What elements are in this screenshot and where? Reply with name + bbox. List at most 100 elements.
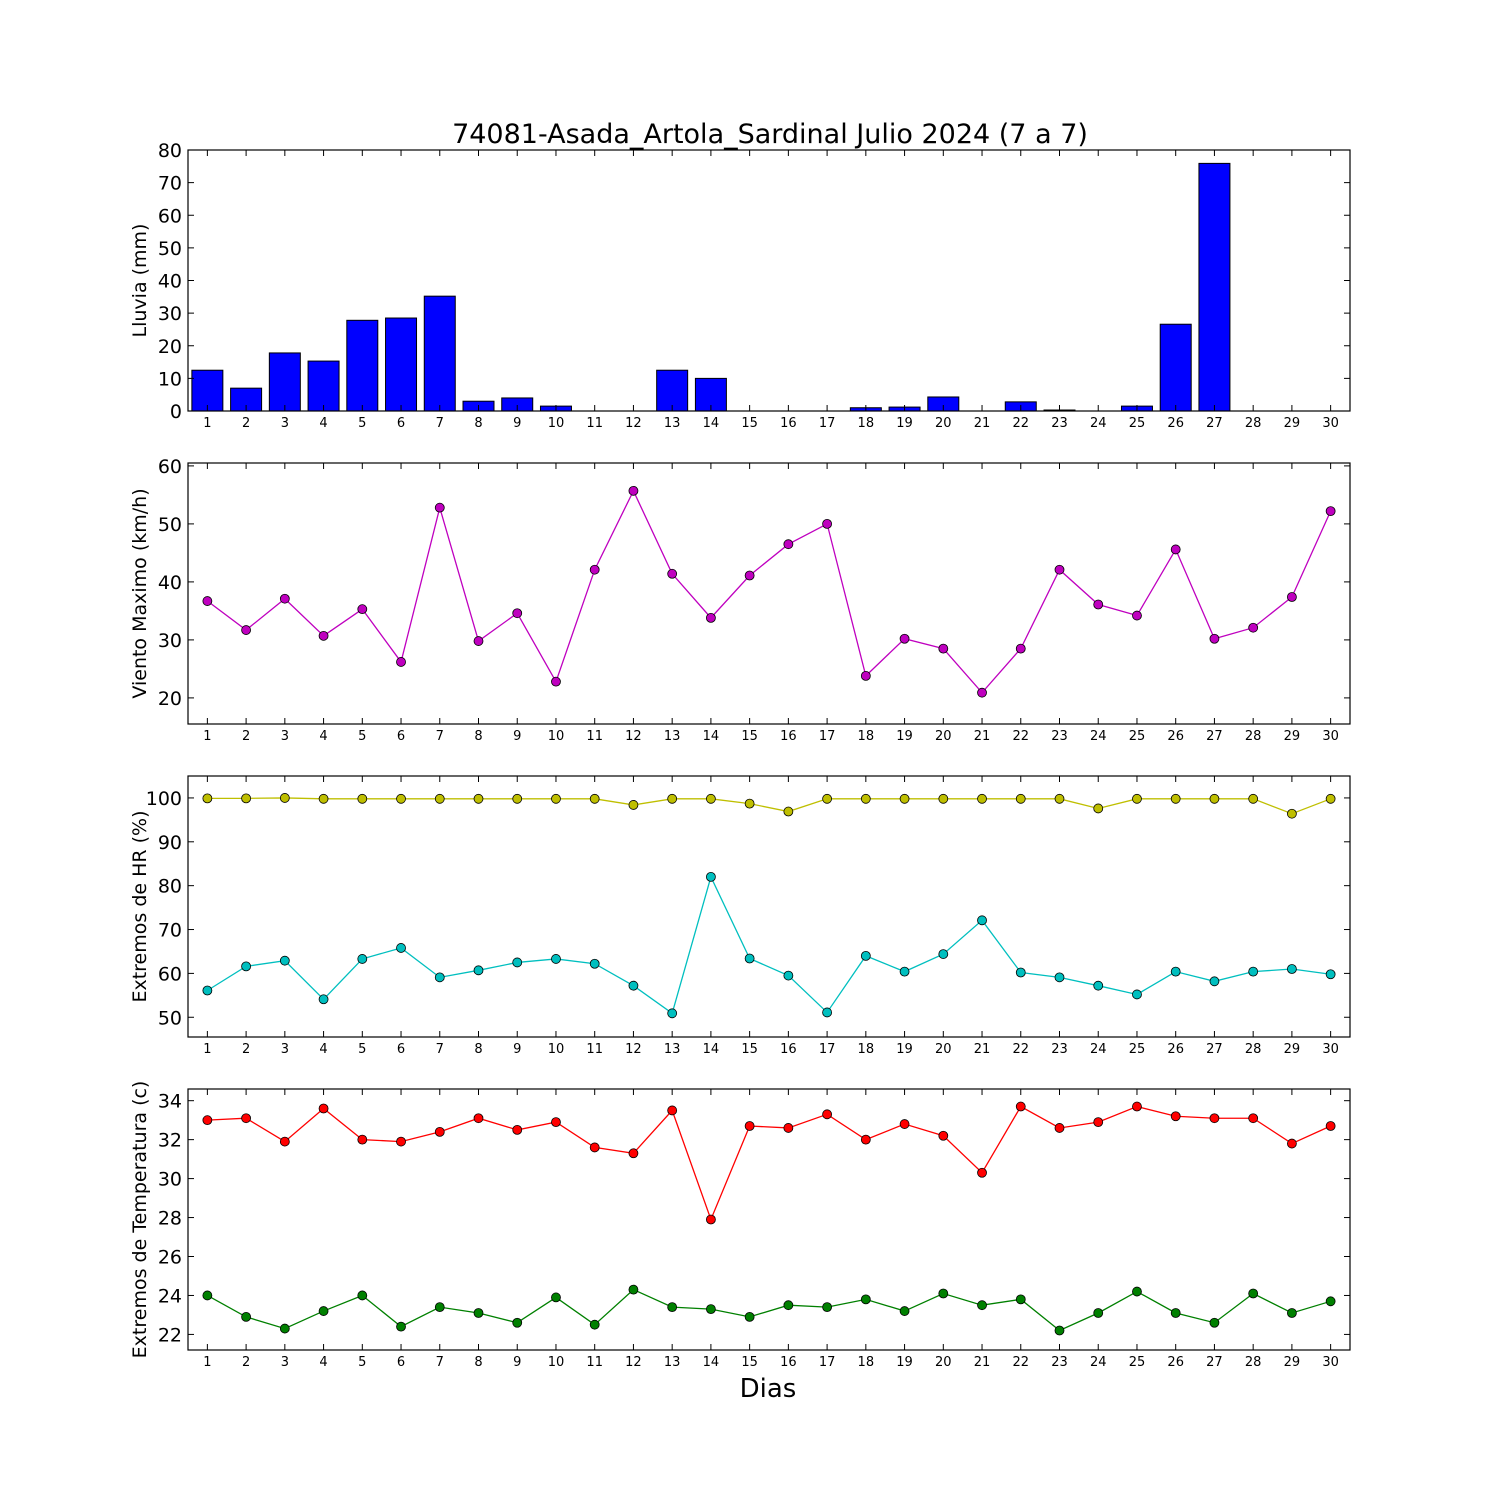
series-2-point-day-5 (357, 1290, 368, 1301)
x-tick-label: 29 (1284, 416, 1301, 431)
x-tick-label: 9 (513, 416, 521, 431)
series-1-point-day-30 (1325, 793, 1336, 804)
series-1-point-day-7 (434, 502, 445, 513)
bar-day-6 (385, 317, 418, 412)
bar-day-4 (307, 360, 340, 412)
x-tick-label: 14 (703, 416, 720, 431)
x-tick-label: 23 (1051, 1042, 1068, 1057)
x-tick-label: 3 (281, 416, 289, 431)
series-1-point-day-4 (318, 1103, 329, 1114)
series-2-point-day-11 (589, 958, 600, 969)
series-1-point-day-14 (706, 612, 716, 623)
series-2-point-day-27 (1209, 976, 1220, 987)
x-tick-label: 13 (664, 416, 681, 431)
series-1-point-day-29 (1287, 1138, 1297, 1149)
series-2-point-day-5 (357, 954, 368, 964)
x-tick-label: 2 (242, 1042, 250, 1057)
series-1-point-day-7 (434, 793, 445, 804)
series-2-point-day-3 (279, 1323, 290, 1334)
series-2-point-day-22 (1015, 967, 1026, 978)
x-tick-label: 5 (358, 1355, 366, 1370)
series-1-point-day-17 (822, 519, 832, 529)
x-tick-label: 25 (1129, 729, 1146, 744)
series-1-point-day-24 (1093, 1117, 1104, 1128)
y-tick-label: 60 (158, 963, 182, 985)
x-tick-label: 20 (935, 729, 952, 744)
x-tick-label: 30 (1322, 416, 1339, 431)
x-tick-label: 18 (858, 1042, 875, 1057)
series-1-point-day-24 (1093, 599, 1104, 610)
y-tick-label: 50 (158, 1007, 182, 1029)
series-2-point-day-14 (706, 871, 716, 882)
y-tick-label: 60 (158, 205, 182, 227)
x-tick-label: 28 (1245, 1355, 1262, 1370)
series-2-point-day-19 (899, 966, 910, 977)
series-1-line (207, 797, 1331, 815)
x-tick-label: 14 (703, 1042, 720, 1057)
series-1-point-day-5 (357, 1134, 368, 1145)
bar-day-26 (1159, 323, 1192, 412)
series-2-point-day-25 (1132, 989, 1142, 1000)
series-2-point-day-4 (318, 1306, 329, 1316)
series-1-point-day-23 (1054, 1123, 1065, 1133)
series-1-point-day-11 (589, 793, 600, 804)
series-1-point-day-17 (822, 1109, 832, 1120)
x-tick-label: 3 (281, 1042, 289, 1057)
series-2-point-day-15 (744, 953, 755, 964)
series-2-point-day-11 (589, 1319, 600, 1330)
series-1-point-day-15 (744, 1121, 755, 1131)
x-tick-label: 28 (1245, 729, 1262, 744)
x-tick-label: 30 (1322, 1042, 1339, 1057)
series-1-point-day-28 (1248, 1113, 1259, 1124)
series-1-point-day-28 (1248, 793, 1259, 804)
x-tick-label: 26 (1167, 1355, 1184, 1370)
x-tick-label: 22 (1012, 1042, 1029, 1057)
y-tick-label: 34 (158, 1091, 182, 1113)
series-2-point-day-7 (434, 1302, 445, 1313)
x-tick-label: 5 (358, 1042, 366, 1057)
y-axis-label: Extremos de Temperatura (c) (129, 1081, 151, 1359)
y-tick-label: 60 (158, 456, 182, 478)
x-tick-label: 1 (203, 1355, 211, 1370)
x-tick-label: 7 (436, 1355, 444, 1370)
series-1-point-day-1 (202, 1115, 213, 1126)
series-1-point-day-16 (783, 1123, 794, 1133)
x-tick-label: 15 (741, 416, 758, 431)
series-1-point-day-9 (512, 1125, 523, 1135)
x-tick-label: 24 (1090, 1042, 1107, 1057)
series-1-point-day-27 (1209, 633, 1220, 644)
x-tick-label: 8 (474, 416, 482, 431)
x-tick-label: 7 (436, 729, 444, 744)
x-tick-label: 10 (548, 729, 565, 744)
series-2-point-day-3 (279, 955, 290, 966)
series-1-point-day-4 (318, 630, 329, 641)
x-tick-label: 6 (397, 416, 405, 431)
x-tick-label: 12 (625, 1355, 642, 1370)
x-tick-label: 16 (780, 1355, 797, 1370)
series-2-point-day-1 (202, 1290, 213, 1301)
y-tick-label: 20 (158, 688, 182, 710)
series-1-point-day-19 (899, 633, 910, 644)
series-1-point-day-3 (279, 593, 290, 604)
series-1-point-day-2 (241, 625, 252, 635)
x-tick-label: 16 (780, 1042, 797, 1057)
series-2-point-day-23 (1054, 1325, 1065, 1336)
series-2-point-day-24 (1093, 980, 1104, 991)
x-tick-label: 1 (203, 416, 211, 431)
x-tick-label: 4 (319, 1355, 327, 1370)
x-tick-label: 9 (513, 1042, 521, 1057)
x-tick-label: 30 (1322, 729, 1339, 744)
series-1-point-day-18 (860, 793, 871, 804)
series-1-point-day-21 (977, 687, 987, 698)
y-tick-label: 24 (158, 1285, 182, 1307)
x-tick-label: 10 (548, 1355, 565, 1370)
series-1-point-day-22 (1015, 1101, 1026, 1112)
series-1-point-day-13 (667, 568, 678, 579)
x-tick-label: 11 (586, 729, 603, 744)
x-tick-label: 23 (1051, 1355, 1068, 1370)
series-1-point-day-25 (1132, 1101, 1142, 1112)
panel-frame (187, 462, 1351, 725)
series-2-point-day-12 (628, 1284, 639, 1295)
series-1-point-day-14 (706, 793, 716, 804)
